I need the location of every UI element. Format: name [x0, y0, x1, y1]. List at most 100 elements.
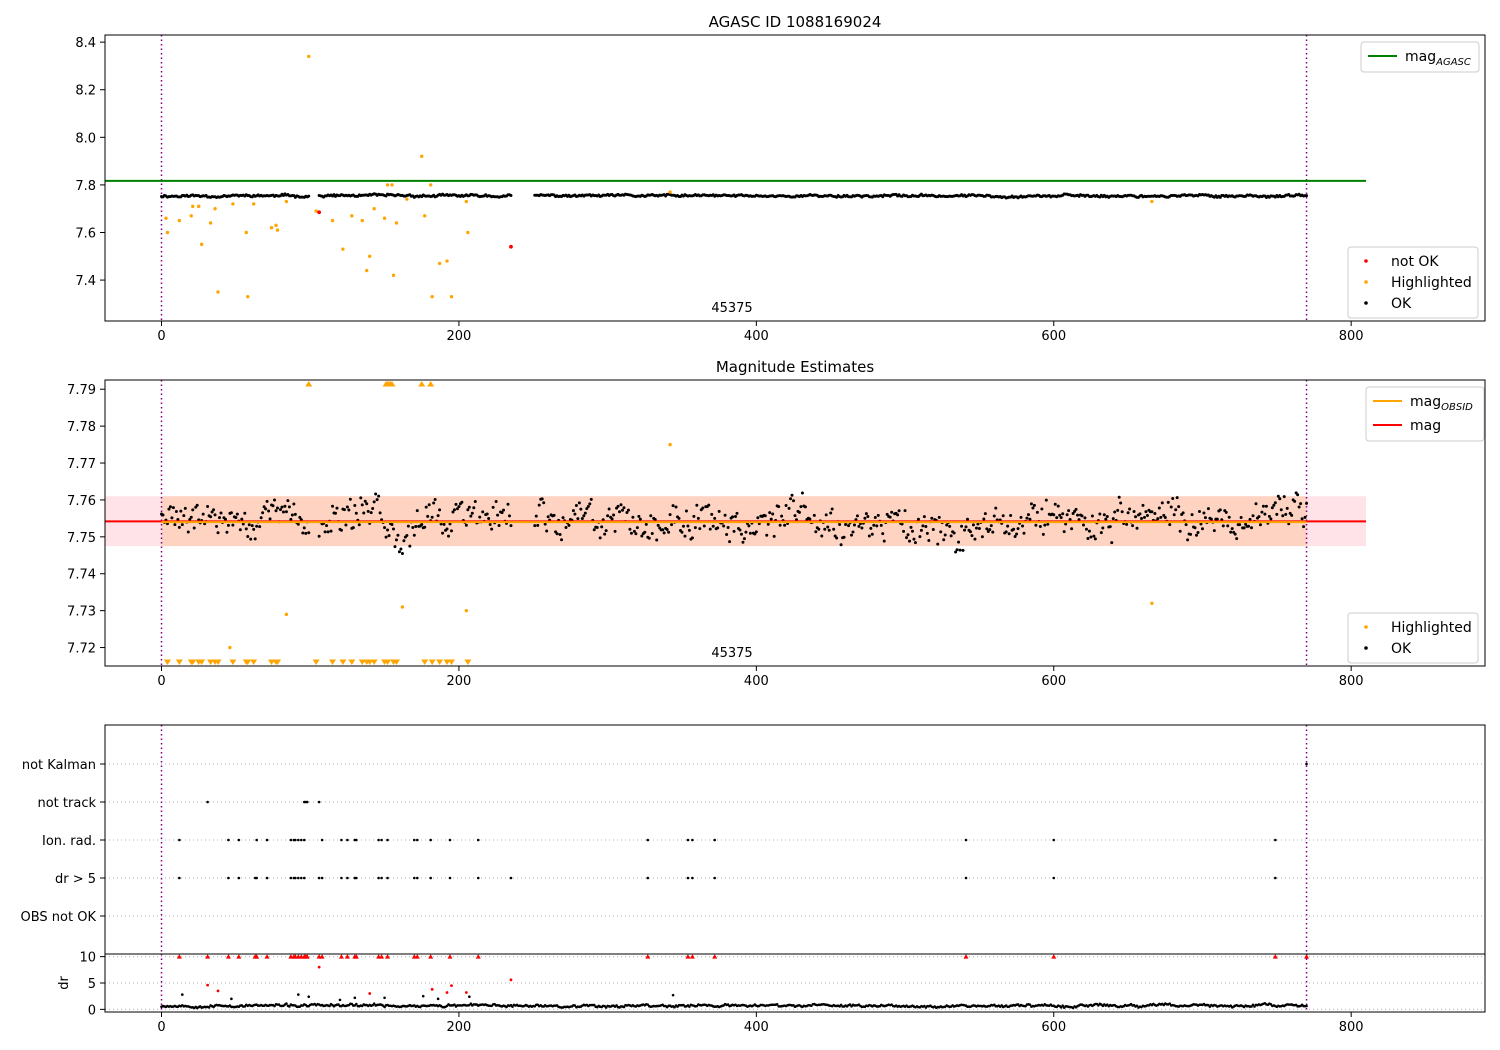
- panel2-ok-point: [936, 542, 940, 546]
- panel2-ok-point: [567, 523, 571, 527]
- panel2-ok-point: [696, 516, 700, 520]
- panel2-ok-point: [1139, 517, 1143, 521]
- panel2-ok-point: [326, 530, 330, 534]
- panel2-ok-point: [455, 507, 459, 511]
- panel2-ok-point: [1055, 516, 1059, 520]
- panel2-ok-point: [1144, 510, 1148, 514]
- flag-point: [317, 800, 321, 804]
- panel2-ok-point: [855, 514, 859, 518]
- dr-clipped-marker: [475, 954, 481, 959]
- panel2-ok-point: [644, 522, 648, 526]
- panel2-ok-point: [293, 512, 297, 516]
- panel2-ok-point: [281, 510, 285, 514]
- flag-point: [691, 876, 694, 880]
- panel2-ok-point: [954, 550, 958, 554]
- panel1-highlighted-point: [191, 204, 195, 209]
- panel2-ok-point: [612, 513, 616, 517]
- panel2-ok-point: [441, 531, 445, 535]
- panel2-ok-point: [1163, 516, 1167, 520]
- panel1-obsid-label: 45375: [711, 301, 752, 316]
- panel2-ok-point: [830, 507, 834, 511]
- panel2-ok-point: [905, 536, 909, 540]
- panel1-highlighted-point: [177, 218, 182, 223]
- flag-point: [713, 876, 716, 880]
- panel2-ok-point: [1145, 514, 1149, 518]
- panel2-ok-point: [287, 505, 291, 509]
- panel2-ok-point: [634, 532, 638, 536]
- panel2-ok-point: [259, 516, 263, 520]
- panel2-ok-point: [728, 540, 732, 544]
- flag-point: [346, 838, 349, 842]
- panel2-ok-point: [1242, 526, 1246, 530]
- dr-point: [353, 996, 357, 1000]
- panel2-ok-point: [348, 497, 352, 501]
- panel2-ok-point: [851, 530, 855, 534]
- panel2-ok-point: [671, 504, 675, 508]
- panel1-ytick-label: 7.6: [75, 226, 96, 241]
- panel4-ok-point: [1253, 1005, 1256, 1008]
- panel2-ok-point: [304, 531, 308, 535]
- flag-point: [1305, 762, 1308, 766]
- panel2-ok-point: [1260, 510, 1264, 514]
- panel2-ok-point: [333, 511, 337, 515]
- panel2-ok-point: [716, 526, 720, 530]
- panel1-ytick-label: 8.2: [75, 84, 96, 99]
- dr-clipped-marker: [414, 954, 420, 959]
- dr-clipped-marker: [712, 954, 718, 959]
- panel2-ok-point: [814, 530, 818, 534]
- panel2-ok-point: [882, 539, 886, 543]
- panel1-xtick-label: 0: [157, 329, 165, 344]
- flag-point: [255, 876, 258, 880]
- panel2-ok-point: [400, 552, 404, 556]
- dr-not-ok-point: [445, 991, 449, 994]
- panel2-ytick-label: 7.79: [67, 383, 96, 398]
- panel2-ok-point: [394, 538, 398, 542]
- panel2-ok-point: [1272, 503, 1276, 507]
- panel2-ok-point: [298, 515, 302, 519]
- panel2-ok-point: [780, 514, 784, 518]
- flag-point: [340, 838, 343, 842]
- panel2-highlighted-point: [464, 608, 469, 613]
- panel2-ok-point: [290, 513, 294, 517]
- panel2-ok-point: [378, 511, 382, 515]
- panel2-ok-point: [966, 517, 969, 521]
- panel2-ok-point: [1166, 500, 1170, 504]
- panel2-ok-point: [273, 498, 277, 502]
- panel2-ok-point: [1203, 516, 1207, 520]
- panel2-ok-point: [1117, 495, 1121, 499]
- panel4-ok-point: [622, 1005, 626, 1009]
- panel4-ok-point: [1028, 1003, 1032, 1006]
- panel2-ok-point: [603, 532, 607, 536]
- panel2-ok-point: [555, 532, 559, 536]
- panel2-ok-point: [1177, 505, 1181, 509]
- dr-clipped-marker: [338, 954, 344, 959]
- panel2-ok-point: [1181, 511, 1185, 515]
- panel2-ok-point: [835, 536, 839, 540]
- panel2-ok-point: [1120, 510, 1124, 514]
- panel2-ok-point: [1218, 508, 1222, 512]
- flag-point: [294, 876, 297, 880]
- panel2-ok-point: [955, 548, 959, 552]
- panel2-ok-point: [595, 526, 599, 530]
- panel2-ok-point: [1279, 508, 1283, 512]
- panel2-ok-point: [908, 539, 912, 543]
- panel2-ok-point: [359, 496, 363, 500]
- panel2-ok-point: [653, 517, 657, 521]
- panel2-ok-point: [1199, 522, 1203, 526]
- panel2-ok-point: [496, 513, 500, 517]
- dr-not-ok-point: [450, 984, 453, 988]
- flag-point: [386, 838, 389, 842]
- panel2-ok-point: [1282, 495, 1286, 499]
- panel2-ok-point: [943, 533, 947, 537]
- panel1-highlighted-point: [430, 295, 434, 299]
- panel2-ok-point: [457, 505, 461, 509]
- panel2-ok-point: [1189, 532, 1193, 536]
- panel4-ok-point: [775, 1002, 779, 1006]
- panel1-highlighted-point: [189, 214, 193, 218]
- panel2-ok-point: [391, 527, 395, 531]
- panel2-ok-point: [545, 529, 549, 533]
- panel2-ok-point: [1247, 524, 1251, 528]
- flag-point: [413, 838, 416, 842]
- panel2-ok-point: [1200, 527, 1204, 531]
- flag-point: [380, 876, 383, 880]
